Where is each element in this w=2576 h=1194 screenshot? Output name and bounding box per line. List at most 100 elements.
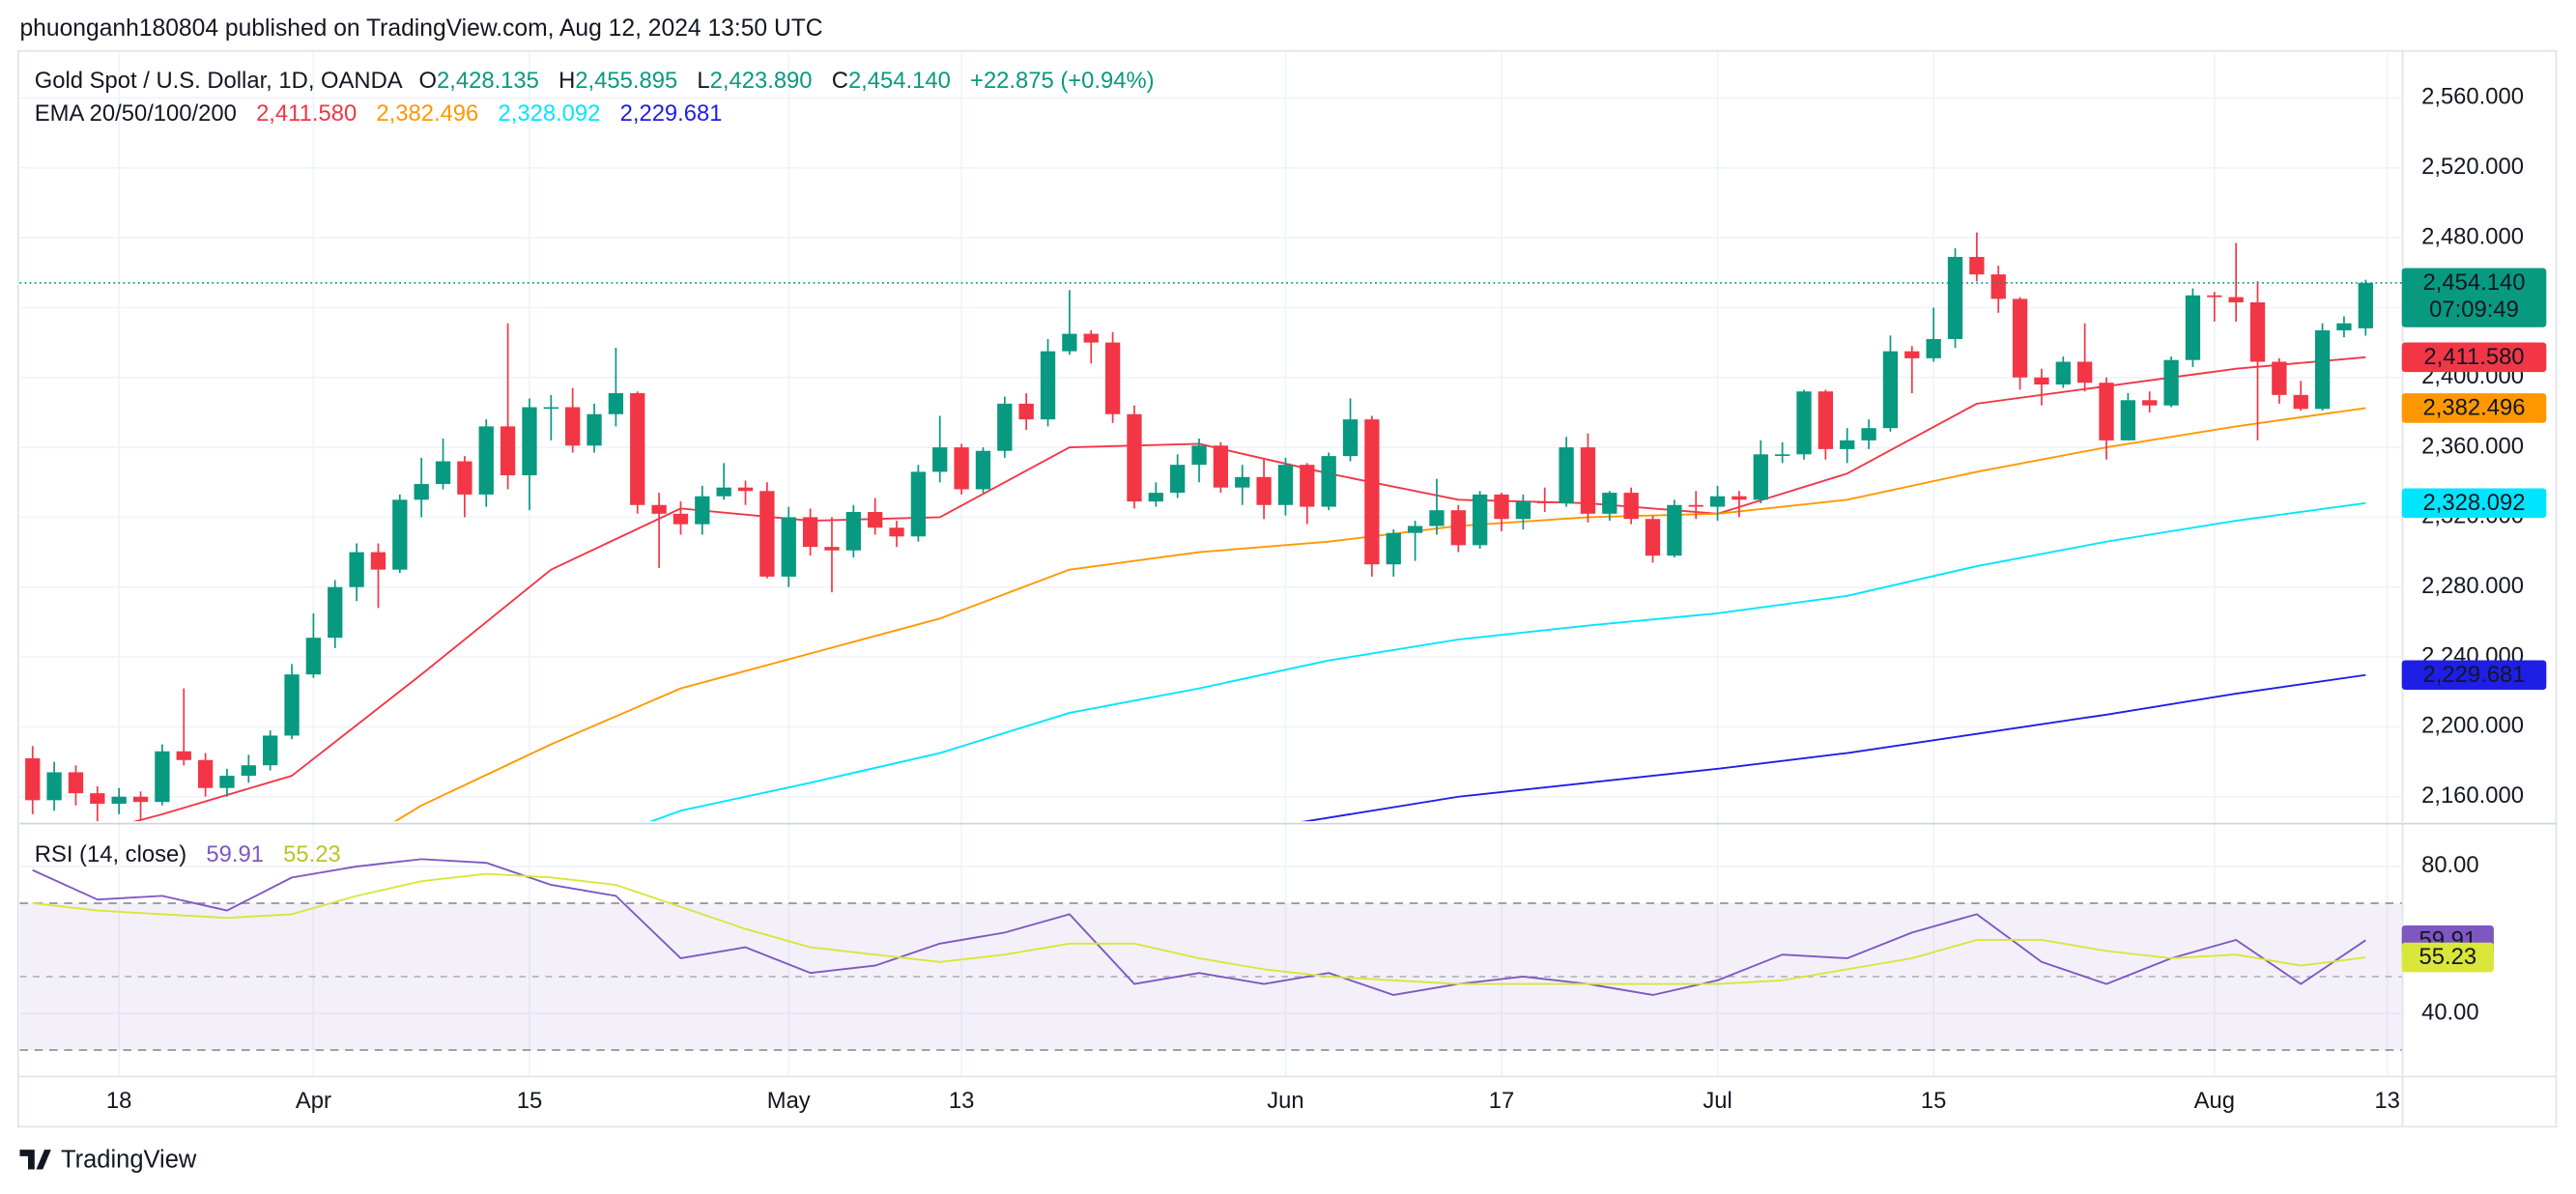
candle-body — [1256, 476, 1272, 505]
rsi-pane — [19, 902, 2402, 1051]
rsi-title: RSI (14, close) — [35, 841, 186, 867]
candle-body — [1104, 342, 1121, 414]
x-tick-label: 15 — [517, 1088, 542, 1114]
candle-body — [111, 796, 127, 804]
candle-body — [263, 735, 278, 766]
candle-body — [781, 517, 796, 577]
candle-body — [349, 552, 364, 587]
y-tick-label: 2,480.000 — [2421, 223, 2524, 249]
candle-body — [889, 527, 904, 537]
candle-body — [90, 793, 105, 804]
candle-body — [219, 776, 235, 788]
price-label: 2,229.681 — [2423, 662, 2526, 688]
candle-body — [1321, 456, 1336, 507]
indicator-line — [32, 858, 2366, 996]
candle-body — [954, 447, 969, 490]
candle-body — [630, 393, 645, 505]
candle-body — [2163, 359, 2179, 406]
price-label-box — [2401, 660, 2547, 691]
x-tick-label: 15 — [1921, 1088, 1946, 1114]
x-tick-label: May — [767, 1088, 811, 1114]
y-tick-label: 2,280.000 — [2421, 573, 2524, 599]
candle-body — [1342, 419, 1359, 457]
price-label-box — [2401, 393, 2547, 423]
candle-body — [2272, 361, 2287, 395]
candle-body — [1083, 333, 1099, 343]
candle-body — [651, 504, 667, 514]
candle-body — [1882, 351, 1899, 429]
rsi-legend: RSI (14, close) 59.91 55.23 — [35, 841, 341, 867]
brand-name: TradingView — [61, 1147, 197, 1174]
price-label: 2,328.092 — [2423, 490, 2526, 516]
candle-body — [1602, 493, 1617, 514]
candle-body — [2358, 282, 2373, 328]
candle-body — [1235, 476, 1250, 488]
y-tick-label: 2,560.000 — [2421, 84, 2524, 110]
ema-value: 2,382.496 — [376, 100, 478, 127]
ema-legend: EMA 20/50/100/200 2,411.580 2,382.496 2,… — [35, 100, 723, 127]
legend: Gold Spot / U.S. Dollar, 1D, OANDA O2,42… — [35, 68, 1155, 867]
last-price-label: 2,454.140 — [2423, 270, 2526, 296]
candle-body — [328, 586, 343, 639]
candle-body — [46, 772, 62, 801]
indicator-line — [1301, 673, 2366, 822]
candle-body — [414, 484, 429, 500]
candle-body — [1861, 428, 1876, 441]
candle-body — [1796, 391, 1812, 455]
indicator-line — [648, 501, 2366, 822]
candle-body — [824, 547, 840, 551]
candle-body — [2055, 361, 2071, 384]
ema-value: 2,229.681 — [620, 100, 723, 127]
candle-body — [1473, 494, 1488, 546]
brand-logo — [19, 1150, 51, 1170]
price-label-box — [2401, 488, 2547, 519]
grid — [19, 52, 2402, 1076]
candle-body — [1537, 501, 1553, 503]
ema-title: EMA 20/50/100/200 — [35, 100, 237, 127]
candle-body — [975, 450, 991, 490]
candle-body — [1645, 519, 1661, 556]
candle-body — [2012, 298, 2028, 378]
candle-body — [1688, 504, 1703, 507]
ohlc-key: L — [697, 68, 709, 94]
candle-body — [197, 759, 214, 788]
x-tick-label: 17 — [1489, 1088, 1514, 1114]
ohlc-value: 2,428.135 — [437, 68, 539, 94]
indicator-line — [393, 407, 2366, 822]
symbol-legend: Gold Spot / U.S. Dollar, 1D, OANDA O2,42… — [35, 68, 1155, 94]
x-tick-label: Jun — [1267, 1088, 1303, 1114]
candle-body — [1515, 501, 1531, 520]
price-pane — [19, 232, 2402, 822]
candle-body — [1040, 351, 1056, 420]
candle-body — [1191, 445, 1207, 466]
candle-body — [500, 426, 516, 476]
y-tick-label: 2,360.000 — [2421, 433, 2524, 459]
candle-body — [1494, 494, 1509, 520]
candle-body — [392, 499, 408, 570]
rsi-lines — [32, 858, 2366, 996]
candle-body — [1364, 419, 1380, 565]
candle-body — [737, 487, 754, 492]
candle-body — [587, 413, 602, 446]
y-tick-label: 2,520.000 — [2421, 154, 2524, 180]
candle-body — [2314, 329, 2331, 410]
candle-body — [997, 403, 1013, 451]
candle-body — [1990, 274, 2006, 299]
candle-body — [1926, 338, 1941, 358]
candle-body — [522, 407, 537, 476]
published-note: phuonganh180804 published on TradingView… — [19, 15, 822, 42]
candle-body — [2034, 377, 2049, 384]
chart-frame — [16, 49, 2558, 1128]
candle-body — [759, 491, 775, 577]
x-tick-label: 18 — [106, 1088, 131, 1114]
candle-body — [1300, 465, 1315, 507]
candle-body — [1818, 391, 1834, 449]
candle-body — [284, 674, 300, 736]
candle-body — [932, 447, 948, 472]
candle-body — [716, 487, 731, 497]
candle-body — [2336, 323, 2352, 330]
ohlc-value: 2,423.890 — [710, 68, 813, 94]
candle-body — [435, 461, 451, 485]
